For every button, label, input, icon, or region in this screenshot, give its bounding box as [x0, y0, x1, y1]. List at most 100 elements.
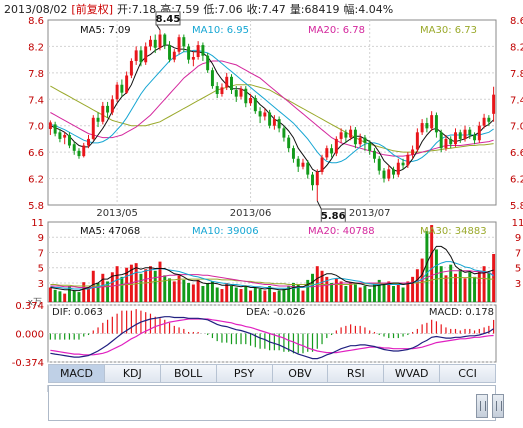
- candle-up: [415, 132, 419, 150]
- candle-up: [196, 45, 200, 57]
- range-left-handle[interactable]: [476, 394, 488, 418]
- macd-legend-dif: DIF: 0.063: [52, 307, 103, 318]
- candle-down: [449, 138, 453, 145]
- low-price: 低:7.06: [203, 3, 243, 16]
- volume-bar-down: [449, 264, 453, 302]
- candle-up: [420, 123, 424, 133]
- volume-legend-ma5: MA5: 47068: [80, 226, 140, 237]
- candle-down: [439, 132, 443, 149]
- volume-bar-down: [439, 266, 443, 302]
- tab-macd[interactable]: MACD: [48, 364, 105, 383]
- change-percent: 幅:4.04%: [343, 3, 394, 16]
- volume-tick-left: 7: [38, 248, 44, 259]
- volume-bar-down: [244, 286, 248, 302]
- candle-down: [487, 117, 491, 122]
- volume-bar-down: [139, 273, 143, 302]
- volume-bar-up: [220, 289, 224, 302]
- candle-up: [158, 34, 162, 48]
- candle-up: [315, 171, 319, 186]
- candle-up: [430, 115, 434, 129]
- volume-legend-ma20: MA20: 40788: [308, 226, 375, 237]
- candle-down: [187, 46, 191, 60]
- price-tick-left: 8.2: [28, 42, 44, 53]
- candle-down: [296, 158, 300, 167]
- price-legend-ma30: MA30: 6.73: [420, 25, 477, 36]
- price-ma30-line: [50, 84, 494, 153]
- tab-cci[interactable]: CCI: [440, 364, 496, 383]
- volume-bar-down: [168, 278, 172, 302]
- macd-tick-left: 0.374: [15, 301, 44, 312]
- time-navigator[interactable]: [48, 385, 496, 421]
- volume-tick-right: 3: [515, 279, 521, 290]
- candle-down: [458, 132, 462, 139]
- volume-bar-down: [230, 286, 233, 302]
- volume-legend-ma30: MA30: 34883: [420, 226, 487, 237]
- candle-down: [277, 119, 281, 129]
- volume-bar-up: [87, 287, 90, 302]
- candle-down: [244, 88, 248, 104]
- tab-rsi[interactable]: RSI: [328, 364, 385, 383]
- volume-bar-down: [67, 286, 71, 302]
- price-tick-right: 7.8: [510, 69, 523, 80]
- macd-tick-left: -0.374: [12, 358, 44, 369]
- candle-down: [368, 142, 372, 151]
- candle-up: [396, 162, 400, 175]
- candle-up: [272, 119, 276, 126]
- volume-bar-up: [196, 279, 200, 302]
- volume-bar-down: [282, 289, 286, 302]
- candle-down: [230, 76, 233, 91]
- candle-up: [134, 50, 138, 61]
- candle-down: [96, 117, 100, 122]
- price-panel: [47, 19, 497, 206]
- volume-bar-down: [253, 287, 257, 302]
- volume-bar-down: [363, 286, 367, 302]
- volume-bar-down: [392, 286, 396, 302]
- quote-header: 2013/08/02 [前复权] 开:7.18 高:7.59 低:7.06 收:7.47 量…: [0, 0, 523, 20]
- volume-bar-down: [458, 269, 462, 302]
- price-tick-left: 6.2: [28, 175, 44, 186]
- candle-down: [287, 137, 291, 149]
- candle-up: [220, 87, 224, 94]
- volume-unit: x万: [28, 298, 42, 308]
- price-tick-left: 7.0: [28, 122, 44, 133]
- price-tick-left: 8.6: [28, 16, 44, 27]
- candle-up: [492, 94, 496, 114]
- volume-bar-up: [444, 275, 448, 302]
- volume-bar-up: [430, 225, 434, 302]
- candle-down: [434, 115, 438, 133]
- volume-bar-up: [172, 281, 176, 302]
- volume-bar-down: [434, 249, 438, 302]
- volume-bar-up: [272, 292, 276, 302]
- volume-bar-down: [311, 273, 314, 302]
- volume-bar-up: [225, 282, 229, 302]
- annotation-leader: [316, 200, 322, 210]
- open-price: 开:7.18: [117, 3, 157, 16]
- tab-wvad[interactable]: WVAD: [384, 364, 441, 383]
- tab-boll[interactable]: BOLL: [160, 364, 217, 383]
- candle-up: [225, 76, 229, 88]
- date-tick: 2013/06: [230, 208, 272, 219]
- candle-down: [258, 111, 262, 117]
- volume-bar-up: [239, 289, 243, 302]
- range-right-handle[interactable]: [492, 394, 504, 418]
- candle-up: [239, 88, 243, 97]
- volume-ma30-line: [50, 277, 494, 287]
- candle-down: [382, 170, 386, 179]
- price-tick-right: 8.6: [510, 16, 523, 27]
- volume-bar-down: [425, 231, 429, 302]
- tab-kdj[interactable]: KDJ: [104, 364, 161, 383]
- volume-tick-left: 3: [38, 279, 44, 290]
- tab-psy[interactable]: PSY: [216, 364, 273, 383]
- volume-bar-up: [249, 290, 253, 302]
- annotation-box: [155, 11, 181, 26]
- tab-obv[interactable]: OBV: [272, 364, 329, 383]
- candle-down: [282, 128, 286, 138]
- price-legend-ma20: MA20: 6.78: [308, 25, 365, 36]
- volume-bar-down: [382, 284, 386, 302]
- annotation-label: 8.45: [156, 14, 181, 25]
- adjust-mode[interactable]: [前复权]: [71, 3, 113, 16]
- volume-bar-up: [477, 270, 481, 302]
- volume-bar-up: [482, 266, 486, 302]
- candle-up: [454, 132, 457, 145]
